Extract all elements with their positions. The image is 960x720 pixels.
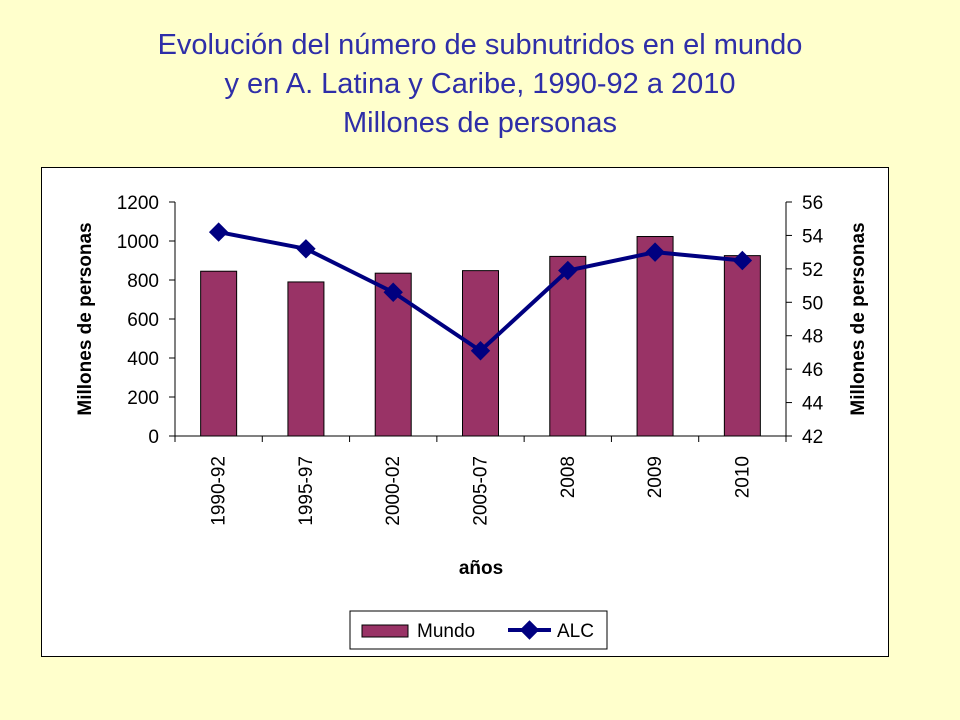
y-tick-label-right: 56: [802, 193, 823, 214]
x-tick-label: 1990-92: [209, 456, 230, 526]
title-line-2: y en A. Latina y Caribe, 1990-92 a 2010: [224, 68, 736, 100]
y-tick-label-right: 54: [802, 226, 824, 247]
y-tick-label-right: 42: [802, 427, 823, 448]
marker-alc: [296, 239, 316, 259]
x-tick-label: 1995-97: [296, 456, 317, 526]
x-tick-label: 2008: [558, 456, 579, 498]
x-tick-label: 2009: [645, 456, 666, 498]
y-tick-label-right: 52: [802, 260, 823, 281]
marker-alc: [645, 242, 665, 262]
y-tick-label-right: 50: [802, 293, 823, 314]
marker-alc: [383, 282, 403, 302]
y-tick-label-left: 200: [127, 388, 159, 409]
y-tick-label-left: 1200: [117, 193, 159, 214]
marker-alc: [470, 341, 491, 361]
marker-alc: [558, 260, 578, 281]
bar-mundo: [287, 281, 325, 437]
marker-alc: [732, 250, 753, 271]
bar-mundo: [723, 255, 761, 437]
x-tick-label: 2000-02: [383, 456, 404, 526]
legend-label-alc: ALC: [557, 621, 594, 642]
y-tick-label-right: 46: [802, 360, 823, 381]
y-tick-label-left: 1000: [117, 232, 159, 253]
y-tick-label-left: 400: [127, 349, 159, 370]
x-tick-label: 2010: [732, 456, 753, 498]
y-tick-label-left: 0: [148, 427, 159, 448]
x-tick-label: 2005-07: [471, 456, 492, 526]
y-tick-label-right: 48: [802, 327, 823, 348]
y-axis-title-right: Millones de personas: [848, 222, 869, 415]
bar-mundo: [636, 236, 674, 437]
bar-mundo: [549, 255, 587, 437]
y-tick-label-right: 44: [802, 394, 824, 415]
y-axis-title-left: Millones de personas: [75, 222, 96, 415]
legend-swatch-mundo: [361, 624, 409, 638]
chart-svg: 0 200 400 600 800 1000 1200 42 44 46 48 50 52 54 56 199…: [75, 193, 869, 650]
marker-alc: [208, 222, 229, 242]
y-tick-label-left: 600: [127, 310, 159, 331]
chart-area: 0 200 400 600 800 1000 1200 42 44 46 48 50 52 54 56 199…: [41, 167, 889, 657]
title-line-3: Millones de personas: [342, 107, 618, 139]
legend-marker-alc: [519, 620, 540, 640]
x-axis-title: años: [459, 558, 503, 579]
slide-title: Evolución del número de subnutridos en e…: [0, 26, 960, 143]
bar-mundo: [200, 270, 238, 437]
title-line-1: Evolución del número de subnutridos en e…: [157, 29, 803, 61]
y-tick-label-left: 800: [127, 271, 159, 292]
legend-label-mundo: Mundo: [417, 621, 475, 642]
